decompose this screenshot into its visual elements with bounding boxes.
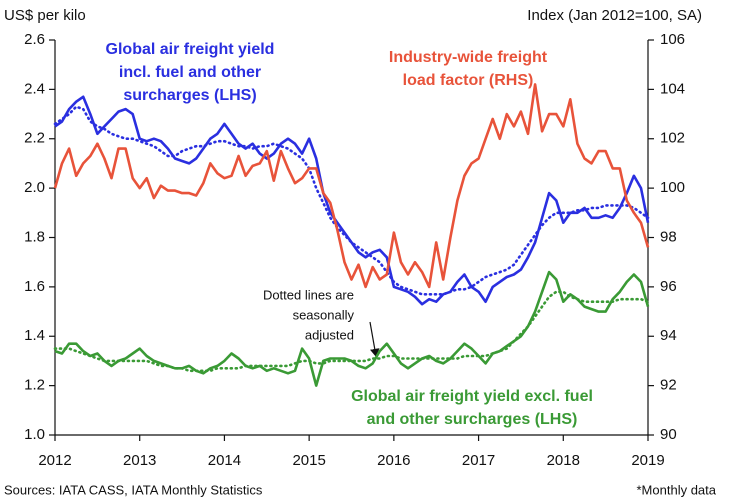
- note: *Monthly data: [637, 482, 717, 497]
- y2-tick-label: 90: [660, 426, 677, 443]
- y2-tick-label: 98: [660, 228, 677, 245]
- y-tick-label: 1.2: [24, 377, 45, 394]
- series-label: Global air freight yield: [106, 41, 275, 58]
- y-tick-label: 2.4: [24, 80, 45, 97]
- x-tick-label: 2013: [123, 452, 156, 469]
- y-axis-label: US$ per kilo: [4, 7, 86, 24]
- series-label: incl. fuel and other: [119, 64, 261, 81]
- source: Sources: IATA CASS, IATA Monthly Statist…: [4, 482, 263, 497]
- series-label: load factor (RHS): [403, 72, 534, 89]
- y2-axis-label: Index (Jan 2012=100, SA): [527, 7, 702, 24]
- y-tick-label: 1.4: [24, 327, 45, 344]
- y-tick-label: 1.0: [24, 426, 45, 443]
- x-tick-label: 2018: [547, 452, 580, 469]
- x-tick-label: 2014: [208, 452, 241, 469]
- y-tick-label: 1.8: [24, 228, 45, 245]
- y2-tick-label: 94: [660, 327, 677, 344]
- y2-tick-label: 100: [660, 179, 685, 196]
- y2-tick-label: 92: [660, 377, 677, 394]
- series-line: [54, 270, 650, 387]
- series-label: Global air freight yield excl. fuel: [351, 388, 593, 405]
- x-tick-label: 2019: [631, 452, 664, 469]
- series-line-sa: [53, 105, 650, 296]
- x-tick-label: 2017: [462, 452, 495, 469]
- x-tick-label: 2016: [377, 452, 410, 469]
- y-tick-label: 2.0: [24, 179, 45, 196]
- y2-tick-label: 96: [660, 278, 677, 295]
- series-label: Industry-wide freight: [389, 49, 548, 66]
- series-line-sa: [53, 290, 650, 373]
- series-label: surcharges (LHS): [123, 87, 256, 104]
- annotation: Dotted lines are: [263, 287, 354, 302]
- y-tick-label: 2.2: [24, 130, 45, 147]
- series-label: and other surcharges (LHS): [367, 411, 578, 428]
- x-tick-label: 2015: [292, 452, 325, 469]
- y-tick-label: 1.6: [24, 278, 45, 295]
- y-tick-label: 2.6: [24, 31, 45, 48]
- y2-tick-label: 104: [660, 80, 685, 97]
- series-line: [54, 95, 650, 306]
- y2-tick-label: 106: [660, 31, 685, 48]
- y2-tick-label: 102: [660, 130, 685, 147]
- annotation: adjusted: [305, 327, 354, 342]
- annotation-arrow: [369, 321, 380, 358]
- annotation: seasonally: [293, 307, 355, 322]
- x-tick-label: 2012: [38, 452, 71, 469]
- series-line: [53, 83, 650, 289]
